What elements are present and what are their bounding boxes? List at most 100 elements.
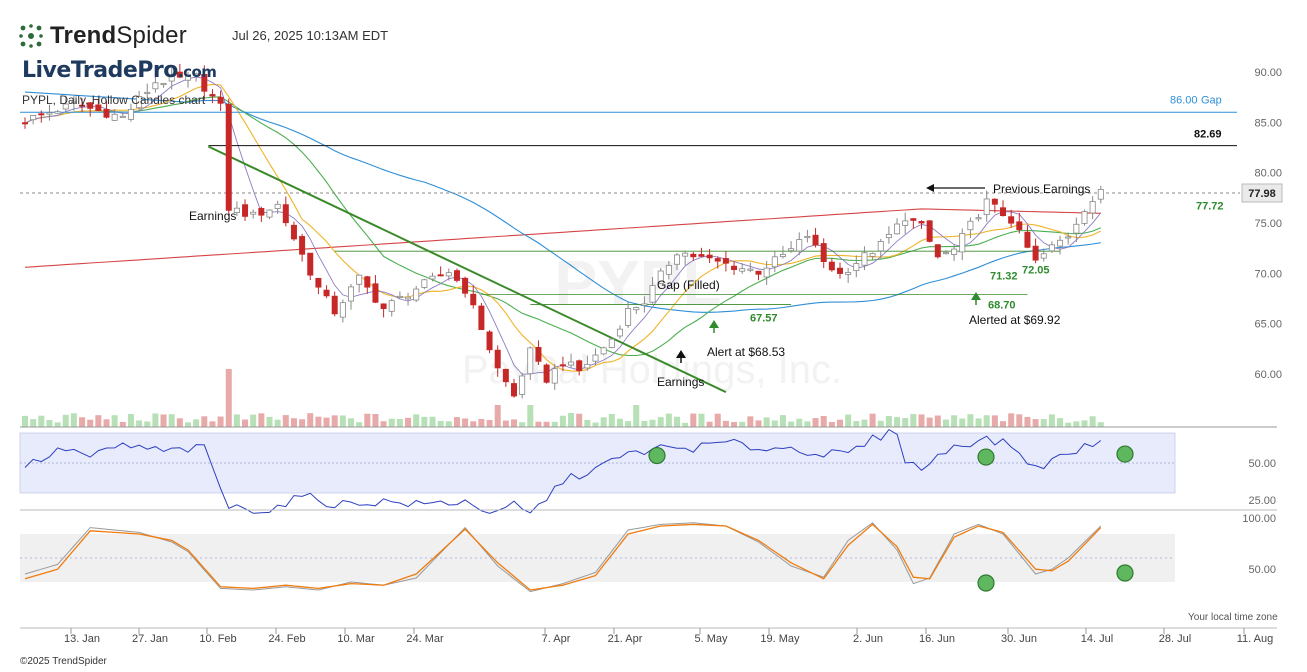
- volume-bar: [967, 414, 974, 427]
- volume-bar: [551, 421, 558, 427]
- candle-down: [103, 109, 110, 118]
- stochastic-signal-circle: [977, 574, 995, 592]
- candle-up: [396, 295, 403, 298]
- volume-bar: [1097, 422, 1104, 427]
- candle-up: [739, 268, 746, 272]
- volume-bar: [348, 418, 354, 427]
- volume-bar: [527, 405, 534, 427]
- volume-bar: [804, 421, 811, 427]
- volume-bar: [331, 415, 338, 427]
- candle-up: [429, 275, 436, 280]
- support-label-71-32: 71.32: [990, 270, 1018, 282]
- candle-up: [1073, 223, 1080, 234]
- time-tick-label: 27. Jan: [132, 633, 168, 645]
- volume-bar: [176, 418, 183, 427]
- volume-bar: [926, 417, 933, 427]
- candle-up: [233, 207, 240, 213]
- volume-bar: [453, 417, 460, 427]
- volume-bar: [462, 418, 469, 427]
- volume-bar: [70, 413, 77, 427]
- candle-up: [250, 211, 257, 215]
- candle-up: [967, 220, 974, 231]
- volume-bar: [38, 415, 45, 427]
- price-tick-label: 60.00: [1254, 369, 1282, 381]
- candle-down: [21, 122, 28, 125]
- volume-bar: [951, 415, 958, 427]
- price-tick-label: 75.00: [1254, 218, 1282, 230]
- support-label-67-57: 67.57: [750, 313, 778, 325]
- volume-bar: [820, 415, 827, 427]
- brand: TrendSpider: [18, 22, 187, 50]
- bg-watermark-company: PayPal Holdings, Inc.: [462, 348, 842, 392]
- volume-bar: [706, 421, 713, 427]
- rsi-line: [24, 428, 1102, 514]
- candle-up: [119, 115, 126, 118]
- stochastic-tick-label: 50.00: [1248, 564, 1276, 576]
- candle-down: [706, 254, 713, 259]
- candle-down: [559, 364, 566, 367]
- volume-bar: [87, 419, 94, 427]
- volume-bar: [127, 414, 134, 427]
- volume-bar: [665, 413, 672, 427]
- candle-down: [242, 204, 249, 217]
- candle-down: [543, 364, 550, 383]
- candle-down: [79, 104, 86, 107]
- candle-up: [600, 347, 607, 355]
- volume-bar: [242, 419, 249, 427]
- candle-down: [299, 236, 306, 255]
- candle-up: [551, 368, 558, 384]
- candle-up: [665, 264, 672, 275]
- ma-200-line: [24, 208, 1101, 268]
- volume-bar: [405, 417, 412, 427]
- volume-bar: [714, 413, 721, 427]
- candle-up: [1097, 189, 1104, 200]
- volume-bar: [201, 416, 208, 427]
- copyright: ©2025 TrendSpider: [20, 656, 107, 667]
- rsi-signal-circle: [648, 446, 666, 465]
- candle-up: [519, 375, 526, 395]
- time-tick-label: 24. Mar: [406, 633, 444, 645]
- candle-down: [576, 360, 583, 372]
- volume-bar: [136, 420, 143, 427]
- candle-up: [779, 253, 786, 257]
- candle-down: [1032, 245, 1039, 261]
- candle-down: [535, 347, 542, 362]
- volume-bar: [160, 414, 167, 427]
- volume-bar: [1065, 422, 1072, 427]
- candle-down: [290, 224, 297, 240]
- candle-down: [502, 368, 509, 383]
- volume-bar: [568, 413, 575, 427]
- candle-down: [364, 276, 371, 288]
- downtrend-line: [207, 145, 727, 394]
- volume-bar: [111, 415, 118, 427]
- time-tick-label: 14. Jul: [1081, 633, 1113, 645]
- volume-bar: [796, 418, 803, 427]
- candle-down: [1000, 207, 1007, 216]
- candle-down: [494, 349, 501, 369]
- volume-bar: [877, 420, 884, 427]
- volume-bar: [788, 421, 795, 427]
- candle-down: [315, 277, 322, 288]
- volume-bar: [511, 419, 517, 427]
- volume-bar: [576, 413, 583, 427]
- candle-up: [674, 254, 681, 265]
- stochastic-d-line: [24, 523, 1102, 591]
- volume-bar: [690, 413, 697, 427]
- volume-bar: [299, 419, 306, 427]
- previous-earnings-arrow-icon: [926, 184, 934, 192]
- volume-bar: [559, 415, 566, 427]
- volume-bar: [861, 419, 868, 427]
- time-tick-label: 10. Feb: [199, 633, 236, 645]
- volume-bar: [266, 416, 273, 427]
- candle-up: [1057, 239, 1064, 247]
- candle-down: [380, 303, 387, 309]
- volume-bar: [1073, 421, 1080, 427]
- alerted-up-arrow-icon: [971, 292, 981, 300]
- volume-bar: [46, 420, 53, 427]
- time-tick-label: 11. Aug: [1237, 633, 1274, 645]
- candle-up: [445, 272, 452, 277]
- candle-up: [70, 101, 77, 104]
- volume-bar: [942, 419, 949, 427]
- candle-up: [788, 248, 795, 252]
